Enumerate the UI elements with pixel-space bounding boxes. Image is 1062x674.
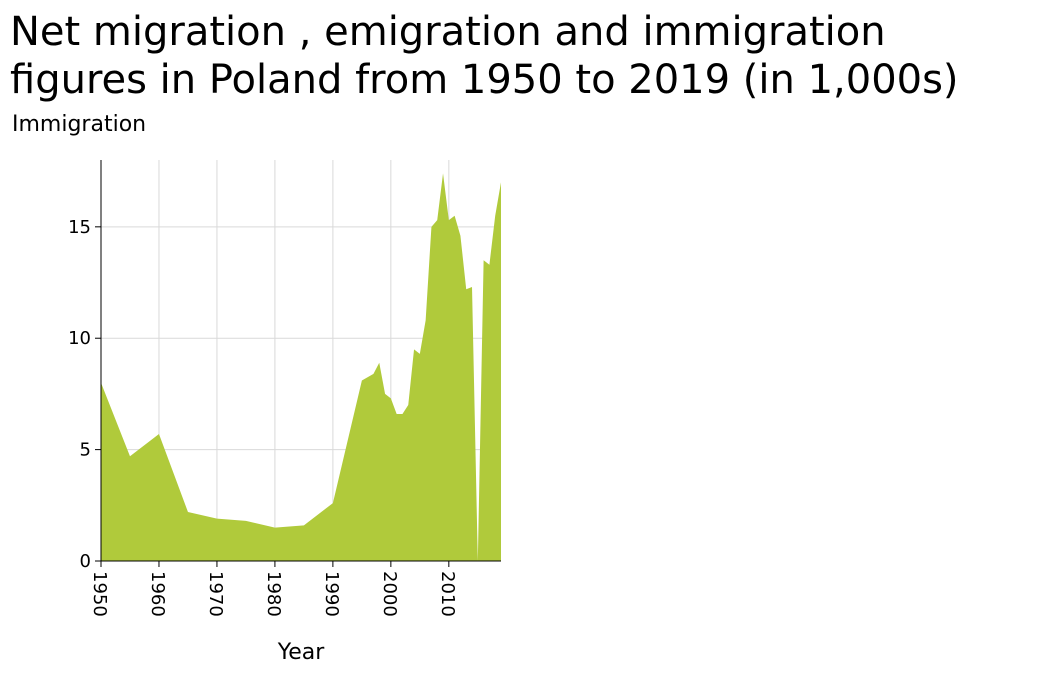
- x-tick-label-1950: 1950: [89, 571, 110, 617]
- x-tick-label-2000: 2000: [379, 571, 400, 617]
- x-tick-label-1960: 1960: [147, 571, 168, 617]
- axes: [95, 160, 501, 567]
- y-tick-label-5: 5: [80, 440, 91, 461]
- x-tick-label-1980: 1980: [263, 571, 284, 617]
- y-axis-label: Immigration: [12, 112, 147, 137]
- y-tick-label-0: 0: [80, 551, 91, 572]
- y-tick-label-10: 10: [68, 328, 91, 349]
- immigration-area: [101, 173, 501, 561]
- x-tick-label-1970: 1970: [205, 571, 226, 617]
- x-axis-label: Year: [277, 640, 326, 665]
- x-tick-label-2010: 2010: [437, 571, 458, 617]
- x-tick-label-1990: 1990: [321, 571, 342, 617]
- y-tick-label-15: 15: [68, 217, 91, 238]
- tick-labels: 0 5 10 15 1950 1960 1970 1980 1990 2000 2010: [68, 217, 458, 617]
- chart-title: Net migration , emigration and immigrati…: [10, 9, 959, 103]
